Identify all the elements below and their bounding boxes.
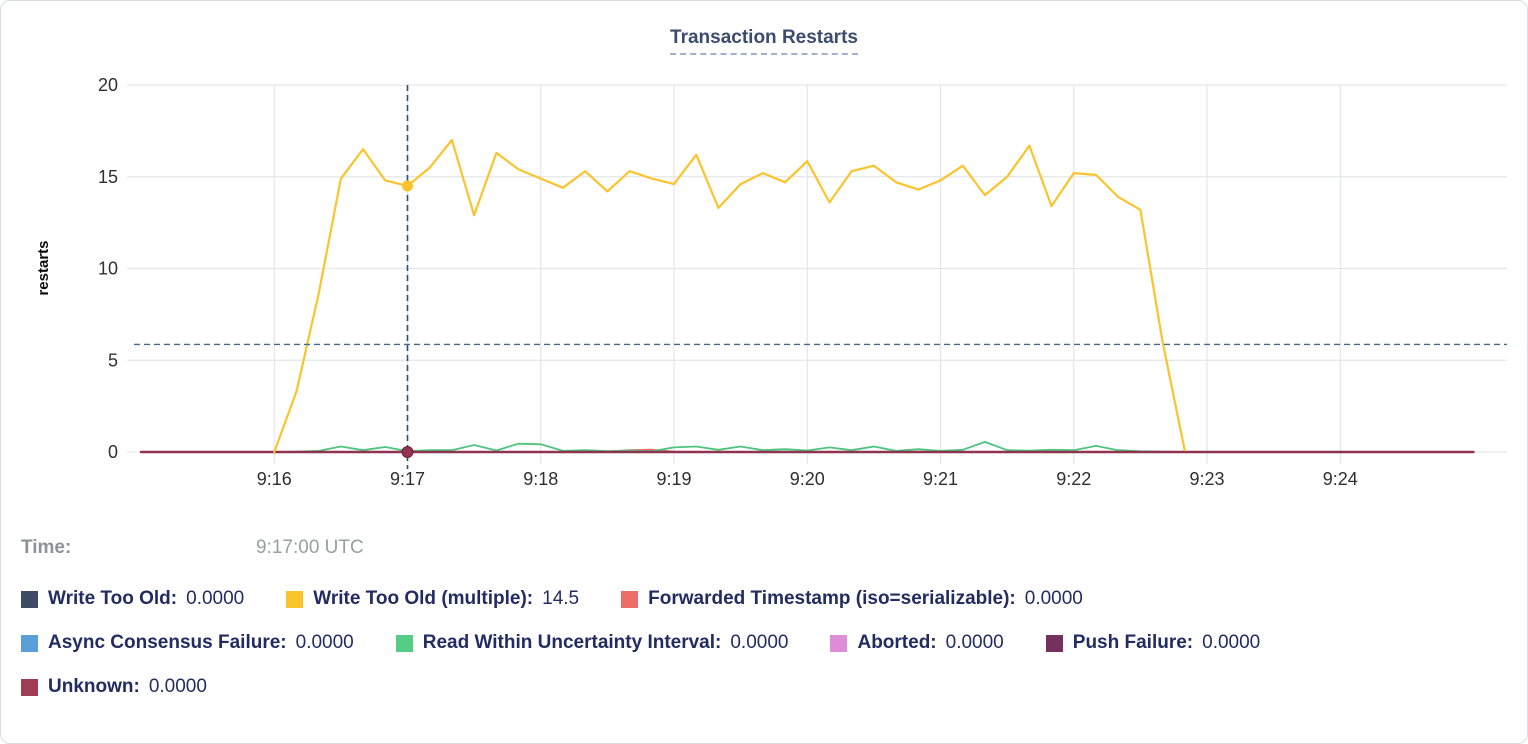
- legend-value: 0.0000: [1024, 588, 1083, 609]
- hover-time-label: Time:: [21, 537, 72, 558]
- legend-swatch-read-within-uncertainty-interval: [395, 634, 413, 652]
- legend-label: Write Too Old (multiple):: [313, 588, 534, 609]
- legend-row: Unknown: 0.0000: [21, 673, 1509, 701]
- legend-item-write-too-old: Write Too Old: 0.0000: [21, 588, 244, 610]
- legend-label: Forwarded Timestamp (iso=serializable):: [648, 588, 1016, 609]
- legend-label: Async Consensus Failure:: [48, 632, 287, 653]
- x-tick-label: 9:16: [257, 469, 292, 489]
- x-tick-label: 9:21: [923, 469, 958, 489]
- y-tick-label: 0: [108, 442, 118, 462]
- y-tick-label: 20: [98, 75, 118, 95]
- legend-swatch-forwarded-timestamp: [621, 590, 639, 608]
- chart-plot-area[interactable]: 0 5 10 15 20 9:16 9:17 9:18 9:19 9:20 9:21 9:22 9:23…: [1, 1, 1528, 521]
- x-tick-label: 9:22: [1056, 469, 1091, 489]
- legend-value: 0.0000: [1202, 632, 1261, 653]
- legend-swatch-write-too-old: [21, 590, 38, 608]
- legend-value: 0.0000: [148, 676, 207, 697]
- legend-swatch-async-consensus-failure: [21, 634, 38, 652]
- x-tick-label: 9:17: [390, 469, 425, 489]
- x-tick-label: 9:23: [1189, 469, 1224, 489]
- legend-value: 0.0000: [945, 632, 1004, 653]
- legend-value: 0.0000: [295, 632, 354, 653]
- hover-dot-unknown: [401, 446, 414, 458]
- x-tick-label: 9:19: [656, 469, 691, 489]
- legend-label: Read Within Uncertainty Interval:: [422, 632, 722, 653]
- legend-row: Write Too Old: 0.0000 Write Too Old (multi…: [21, 585, 1509, 613]
- legend-label: Push Failure:: [1072, 632, 1194, 653]
- y-tick-label: 15: [98, 167, 118, 187]
- legend-swatch-write-too-old-multiple: [286, 590, 304, 608]
- y-axis-label: restarts: [35, 240, 52, 295]
- chart-title[interactable]: Transaction Restarts: [670, 27, 858, 55]
- legend: Write Too Old: 0.0000 Write Too Old (multi…: [21, 585, 1509, 701]
- legend-row: Async Consensus Failure: 0.0000 Read Withi…: [21, 629, 1509, 657]
- y-tick-label: 10: [98, 259, 118, 279]
- legend-label: Unknown:: [48, 676, 140, 697]
- x-tick-label: 9:20: [790, 469, 825, 489]
- legend-label: Aborted:: [857, 632, 937, 653]
- legend-label: Write Too Old:: [48, 588, 178, 609]
- legend-value: 14.5: [542, 588, 580, 609]
- legend-item-unknown: Unknown: 0.0000: [21, 676, 207, 698]
- hover-time-row: Time: 9:17:00 UTC: [21, 537, 1507, 561]
- legend-item-read-within-uncertainty-interval: Read Within Uncertainty Interval: 0.0000: [395, 632, 789, 654]
- legend-item-async-consensus-failure: Async Consensus Failure: 0.0000: [21, 632, 354, 654]
- y-tick-label: 5: [108, 350, 118, 370]
- legend-item-write-too-old-multiple: Write Too Old (multiple): 14.5: [286, 588, 579, 610]
- hover-time-value: 9:17:00 UTC: [256, 537, 364, 558]
- legend-item-push-failure: Push Failure: 0.0000: [1045, 632, 1261, 654]
- legend-item-forwarded-timestamp: Forwarded Timestamp (iso=serializable): 0…: [621, 588, 1083, 610]
- series-line-write-too-old-multiple-: [273, 138, 1186, 454]
- legend-swatch-push-failure: [1045, 634, 1063, 652]
- legend-value: 0.0000: [730, 632, 789, 653]
- hover-dot-write-too-old-multiple-: [402, 180, 413, 192]
- x-tick-label: 9:18: [523, 469, 558, 489]
- legend-swatch-unknown: [21, 678, 38, 696]
- legend-swatch-aborted: [830, 634, 848, 652]
- x-tick-label: 9:24: [1323, 469, 1358, 489]
- chart-title-row: Transaction Restarts: [1, 27, 1527, 55]
- legend-value: 0.0000: [186, 588, 245, 609]
- legend-item-aborted: Aborted: 0.0000: [830, 632, 1004, 654]
